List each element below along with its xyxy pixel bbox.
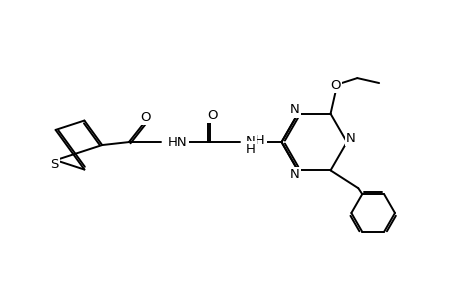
- Text: N: N: [345, 132, 355, 145]
- Text: N: N: [289, 168, 299, 181]
- Text: N: N: [245, 135, 255, 148]
- Text: HN: HN: [167, 136, 187, 148]
- Text: S: S: [50, 158, 59, 171]
- Text: O: O: [207, 109, 217, 122]
- Text: NH: NH: [245, 134, 265, 147]
- Text: O: O: [140, 111, 151, 124]
- Text: H: H: [245, 142, 255, 155]
- Text: O: O: [330, 79, 340, 92]
- Text: N: N: [289, 103, 299, 116]
